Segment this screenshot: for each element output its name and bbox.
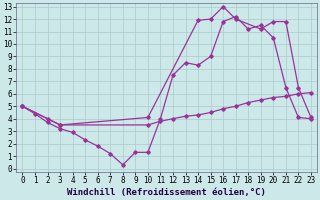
X-axis label: Windchill (Refroidissement éolien,°C): Windchill (Refroidissement éolien,°C) (67, 188, 266, 197)
